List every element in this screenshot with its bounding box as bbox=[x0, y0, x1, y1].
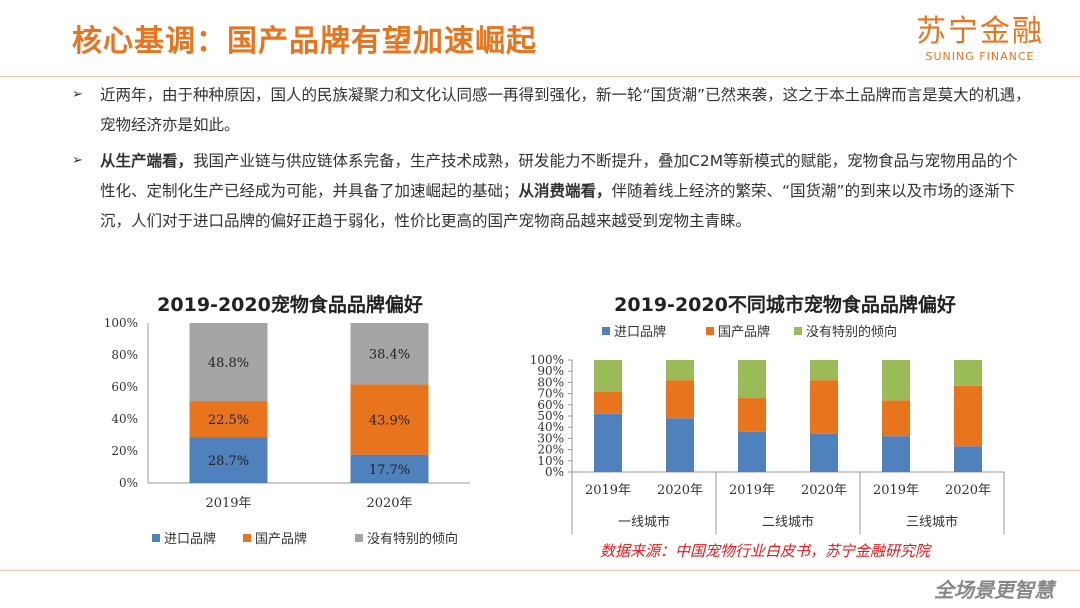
data-label: 17.7% bbox=[369, 463, 410, 478]
group-label: 二线城市 bbox=[762, 514, 814, 530]
bar-segment bbox=[882, 400, 910, 437]
y-tick-label: 40% bbox=[111, 412, 138, 426]
data-label: 43.9% bbox=[369, 414, 410, 429]
x-tick-label: 2020年 bbox=[945, 483, 991, 498]
y-tick-label: 60% bbox=[111, 380, 138, 394]
y-tick-label: 80% bbox=[111, 348, 138, 362]
y-tick-label: 0% bbox=[119, 476, 138, 490]
legend-swatch bbox=[355, 534, 363, 542]
header-divider bbox=[0, 76, 1080, 77]
group-label: 三线城市 bbox=[906, 514, 958, 530]
bar-segment bbox=[954, 446, 982, 472]
y-tick-label: 100% bbox=[530, 353, 564, 367]
legend-label: 没有特别的倾向 bbox=[367, 531, 458, 547]
y-tick-label: 100% bbox=[104, 316, 138, 330]
y-tick-label: 70% bbox=[537, 387, 564, 401]
bullet-item: ➢ 从生产端看，我国产业链与供应链体系完备，生产技术成熟，研发能力不断提升，叠加… bbox=[72, 146, 1032, 236]
legend-label: 没有特别的倾向 bbox=[806, 324, 897, 340]
bar-segment bbox=[594, 413, 622, 472]
bar-segment bbox=[738, 360, 766, 399]
data-label: 38.4% bbox=[369, 348, 410, 363]
group-label: 一线城市 bbox=[618, 514, 670, 530]
bullet-text: 近两年，由于种种原因，国人的民族凝聚力和文化认同感一再得到强化，新一轮“国货潮”… bbox=[100, 86, 1031, 134]
x-tick-label: 2020年 bbox=[657, 483, 703, 498]
bar-segment bbox=[738, 398, 766, 432]
bar-segment bbox=[666, 418, 694, 472]
y-tick-label: 20% bbox=[537, 443, 564, 457]
chart-title: 2019-2020宠物食品品牌偏好 bbox=[157, 294, 423, 316]
data-label: 22.5% bbox=[208, 413, 249, 428]
bar-segment bbox=[189, 437, 268, 483]
legend-label: 国产品牌 bbox=[718, 324, 770, 340]
x-tick-label: 2019年 bbox=[585, 483, 631, 498]
y-tick-label: 60% bbox=[537, 398, 564, 412]
bar-segment bbox=[350, 323, 429, 385]
y-tick-label: 10% bbox=[537, 454, 564, 468]
data-label: 48.8% bbox=[208, 356, 249, 371]
bar-segment bbox=[810, 360, 838, 381]
bar-segment bbox=[810, 433, 838, 472]
brand-preference-chart: 0% 20% 40% 60% 80% 100% 28.7% 22.5% 48.8% 2019年 17… bbox=[104, 316, 470, 547]
bar-segment bbox=[350, 384, 429, 455]
legend-swatch bbox=[152, 534, 160, 542]
bar-segment bbox=[594, 360, 622, 392]
data-label: 28.7% bbox=[208, 454, 249, 469]
bar-segment bbox=[954, 385, 982, 447]
bar-segment bbox=[594, 391, 622, 414]
x-tick-label: 2019年 bbox=[729, 483, 775, 498]
bullet-item: ➢ 近两年，由于种种原因，国人的民族凝聚力和文化认同感一再得到强化，新一轮“国货… bbox=[72, 80, 1032, 140]
arrow-icon: ➢ bbox=[72, 87, 83, 102]
x-tick-label: 2020年 bbox=[366, 496, 412, 511]
bar-segment bbox=[882, 360, 910, 401]
footer-divider bbox=[0, 570, 1080, 571]
bar-segment bbox=[666, 360, 694, 381]
legend-label: 国产品牌 bbox=[255, 531, 307, 547]
legend-swatch bbox=[243, 534, 251, 542]
y-tick-label: 30% bbox=[537, 431, 564, 445]
y-tick-label: 40% bbox=[537, 420, 564, 434]
chart-title: 2019-2020不同城市宠物食品品牌偏好 bbox=[614, 294, 956, 316]
page-title: 核心基调：国产品牌有望加速崛起 bbox=[72, 24, 537, 59]
source-note: 数据来源：中国宠物行业白皮书，苏宁金融研究院 bbox=[600, 542, 931, 560]
bar-segment bbox=[738, 431, 766, 472]
bar-segment bbox=[350, 454, 429, 483]
logo-en-text: SUNING FINANCE bbox=[925, 50, 1035, 63]
arrow-icon: ➢ bbox=[72, 153, 83, 168]
x-tick-label: 2020年 bbox=[801, 483, 847, 498]
y-tick-label: 80% bbox=[537, 375, 564, 389]
x-tick-label: 2019年 bbox=[205, 496, 251, 511]
bullet-text: 伴随着线上经济的繁荣、“国货潮”的到来以及市场的逐渐下沉，人们对于进口品牌的偏好… bbox=[100, 182, 1016, 230]
bar-segment bbox=[189, 401, 268, 438]
y-tick-label: 0% bbox=[545, 465, 564, 479]
legend-swatch bbox=[706, 327, 714, 335]
y-tick-label: 90% bbox=[537, 364, 564, 378]
legend-swatch bbox=[602, 327, 610, 335]
bullet-bold-text: 从生产端看， bbox=[100, 152, 194, 170]
legend-label: 进口品牌 bbox=[164, 531, 216, 547]
slogan-text: 全场景更智慧 bbox=[934, 578, 1054, 602]
x-tick-label: 2019年 bbox=[873, 483, 919, 498]
bar-segment bbox=[189, 323, 268, 402]
logo-cn-text: 苏宁金融 bbox=[916, 14, 1044, 49]
bullet-list: ➢ 近两年，由于种种原因，国人的民族凝聚力和文化认同感一再得到强化，新一轮“国货… bbox=[72, 80, 1032, 242]
bar-segment bbox=[882, 436, 910, 472]
city-brand-preference-chart: 进口品牌 国产品牌 没有特别的倾向 0%10%20%30%40%50%60%70%80… bbox=[530, 324, 1005, 534]
brand-logo: 苏宁金融 SUNING FINANCE bbox=[916, 14, 1044, 63]
bar-segment bbox=[954, 360, 982, 386]
bullet-bold-text: 从消费端看， bbox=[518, 182, 612, 200]
bar-segment bbox=[810, 380, 838, 434]
bullet-text: 我国产业链与供应链体系完备，生产技术成熟，研发能力不断提升，叠加C2M等新模式的… bbox=[100, 152, 1018, 200]
legend-label: 进口品牌 bbox=[614, 324, 666, 340]
bar-segment bbox=[666, 380, 694, 419]
legend-swatch bbox=[794, 327, 802, 335]
y-tick-label: 50% bbox=[537, 409, 564, 423]
y-tick-label: 20% bbox=[111, 444, 138, 458]
